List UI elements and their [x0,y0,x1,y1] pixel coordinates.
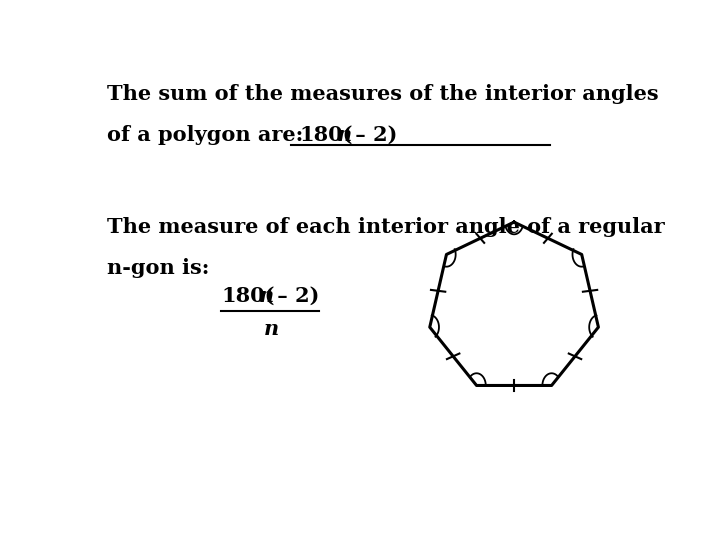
Text: The sum of the measures of the interior angles: The sum of the measures of the interior … [107,84,658,104]
Text: – 2): – 2) [348,125,397,145]
Text: n: n [337,125,352,145]
Text: n: n [264,319,279,339]
Text: of a polygon are:: of a polygon are: [107,125,303,145]
Text: The measure of each interior angle of a regular: The measure of each interior angle of a … [107,217,665,237]
Text: 180(: 180( [221,286,274,306]
Text: n: n [258,286,274,306]
Text: – 2): – 2) [270,286,319,306]
Text: 180(: 180( [300,125,353,145]
Text: n-gon is:: n-gon is: [107,258,209,278]
